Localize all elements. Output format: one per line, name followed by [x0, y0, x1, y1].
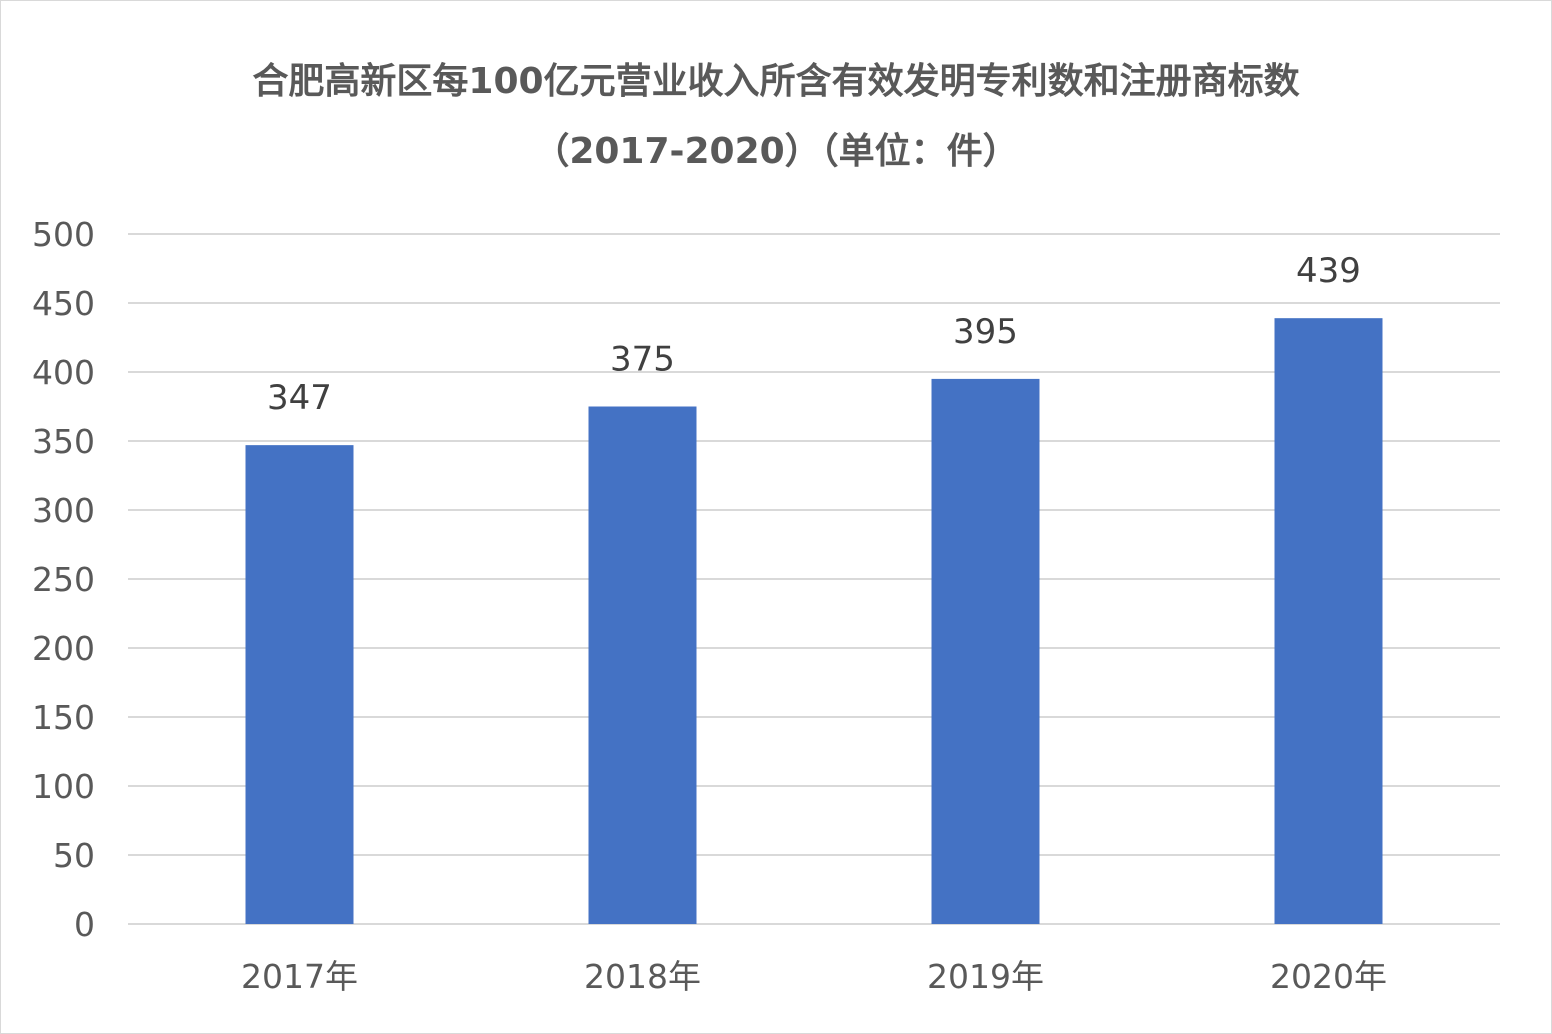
chart-title: 合肥高新区每100亿元营业收入所含有效发明专利数和注册商标数: [252, 61, 1300, 102]
data-label: 347: [267, 378, 332, 418]
x-tick-label: 2020年: [1270, 957, 1387, 996]
bar: [1274, 318, 1383, 924]
y-tick-label: 100: [32, 767, 95, 806]
data-label: 375: [610, 340, 675, 380]
y-tick-label: 500: [32, 215, 95, 254]
data-label: 439: [1296, 251, 1361, 291]
bar: [245, 445, 354, 924]
x-tick-label: 2018年: [584, 957, 701, 996]
y-tick-label: 450: [32, 284, 95, 323]
y-tick-label: 0: [74, 905, 95, 944]
data-labels: 347 375 395 439: [267, 251, 1361, 418]
bars: [245, 318, 1383, 924]
y-tick-label: 50: [53, 836, 95, 875]
y-tick-label: 400: [32, 353, 95, 392]
bar: [931, 378, 1040, 924]
data-label: 395: [953, 312, 1018, 352]
x-tick-label: 2017年: [241, 957, 358, 996]
chart-subtitle: （2017-2020）（单位：件）: [533, 131, 1019, 172]
y-tick-label: 200: [32, 629, 95, 668]
y-tick-label: 250: [32, 560, 95, 599]
gridlines: [128, 233, 1500, 925]
x-axis-ticks: 2017年 2018年 2019年 2020年: [241, 957, 1387, 996]
x-tick-label: 2019年: [927, 957, 1044, 996]
y-tick-label: 350: [32, 422, 95, 461]
y-tick-label: 150: [32, 698, 95, 737]
y-axis-ticks: 0 50 100 150 200 250 300 350 400 450 500: [32, 215, 95, 944]
bar: [588, 406, 697, 924]
y-tick-label: 300: [32, 491, 95, 530]
